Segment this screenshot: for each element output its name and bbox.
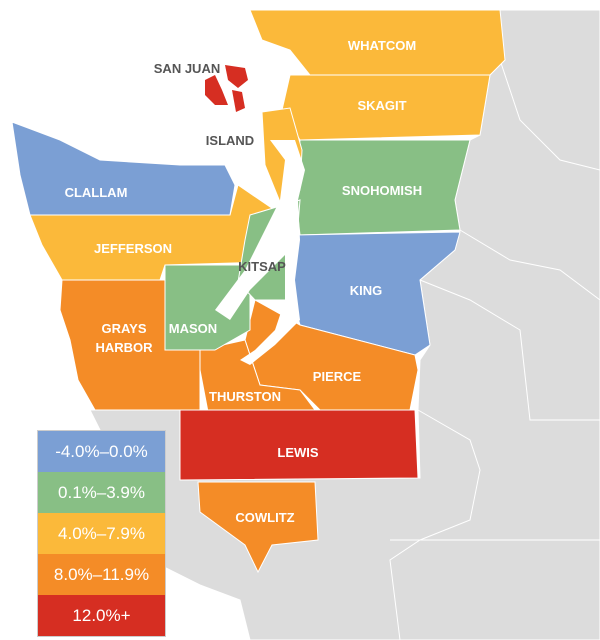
county-grays-harbor[interactable] — [59, 279, 201, 411]
label-harbor: HARBOR — [95, 340, 153, 355]
label-mason: MASON — [169, 321, 217, 336]
legend-item-high: 8.0%–11.9% — [38, 554, 165, 595]
label-lewis: LEWIS — [277, 445, 318, 460]
legend-item-mid: 4.0%–7.9% — [38, 513, 165, 554]
county-san-juan[interactable] — [205, 65, 248, 112]
label-island: ISLAND — [206, 133, 254, 148]
label-thurston: THURSTON — [209, 389, 281, 404]
label-san-juan: SAN JUAN — [154, 61, 220, 76]
county-cowlitz[interactable] — [197, 481, 319, 574]
legend-item-low: 0.1%–3.9% — [38, 472, 165, 513]
legend-item-top: 12.0%+ — [38, 595, 165, 636]
legend-item-decline: -4.0%–0.0% — [38, 431, 165, 472]
label-snohomish: SNOHOMISH — [342, 183, 422, 198]
label-grays: GRAYS — [101, 321, 146, 336]
label-pierce: PIERCE — [313, 369, 362, 384]
label-cowlitz: COWLITZ — [235, 510, 294, 525]
county-jefferson[interactable] — [29, 184, 283, 281]
label-jefferson: JEFFERSON — [94, 241, 172, 256]
label-king: KING — [350, 283, 383, 298]
label-whatcom: WHATCOM — [348, 38, 416, 53]
county-thurston[interactable] — [199, 339, 316, 413]
label-skagit: SKAGIT — [357, 98, 406, 113]
label-clallam: CLALLAM — [65, 185, 128, 200]
county-lewis[interactable] — [179, 409, 419, 481]
legend: -4.0%–0.0% 0.1%–3.9% 4.0%–7.9% 8.0%–11.9… — [37, 430, 166, 637]
county-skagit[interactable] — [281, 74, 491, 141]
label-kitsap: KITSAP — [238, 259, 286, 274]
county-clallam[interactable] — [11, 121, 236, 216]
puget-sound — [215, 140, 305, 365]
